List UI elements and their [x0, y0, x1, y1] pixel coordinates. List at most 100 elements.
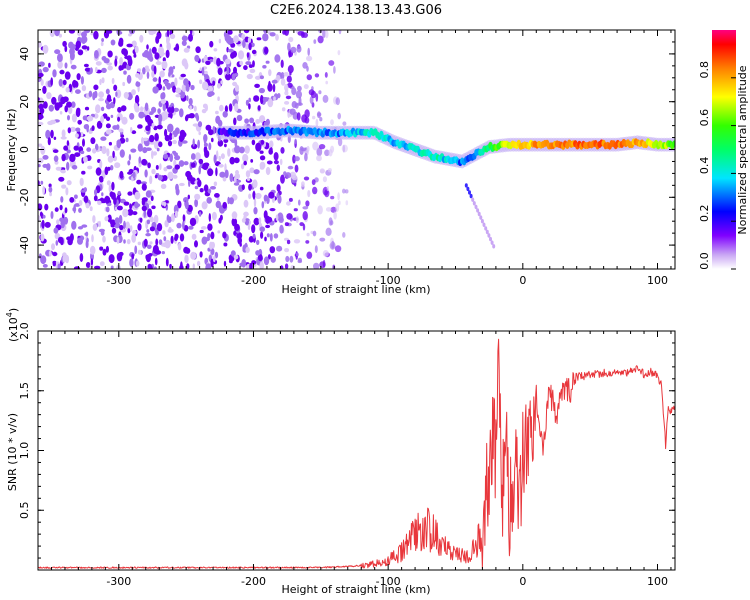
- snr-y-label: SNR (10 * v/v): [6, 413, 19, 491]
- spectrogram-noise-cell: [154, 250, 162, 255]
- spectrogram-noise-cell: [243, 160, 247, 166]
- spectrogram-noise-cell: [108, 141, 112, 146]
- spectrogram-noise-cell: [317, 205, 323, 215]
- spectrogram-noise-cell: [156, 124, 163, 130]
- spectrogram-noise-cell: [265, 166, 271, 176]
- spectrogram-noise-cell: [326, 186, 329, 192]
- spectrogram-noise-cell: [190, 251, 197, 260]
- spectrogram-noise-cell: [255, 119, 261, 124]
- spectrogram-noise-cell: [132, 230, 137, 235]
- spectrogram-x-label: Height of straight line (km): [281, 283, 430, 296]
- snr-scale-exponent: 4: [5, 312, 14, 317]
- spectrogram-tail-cell: [492, 244, 496, 249]
- spectrogram-noise-cell: [198, 211, 202, 217]
- spectrogram-noise-cell: [247, 177, 250, 181]
- spectrogram-noise-cell: [244, 118, 250, 124]
- spectrogram-noise-cell: [40, 145, 46, 155]
- snr-x-tick-label: 100: [647, 575, 668, 588]
- spectrogram-noise-cell: [86, 147, 92, 152]
- spectrogram-noise-cell: [83, 63, 89, 68]
- spectrogram-noise-cell: [111, 77, 115, 85]
- spectrogram-noise-cell: [119, 57, 123, 66]
- spectrogram-noise-cell: [39, 211, 43, 217]
- spectrogram-noise-cell: [141, 205, 147, 212]
- spectrogram-noise-cell: [81, 170, 86, 175]
- spectrogram-noise-cell: [38, 203, 41, 210]
- spectrogram-noise-cell: [333, 66, 336, 74]
- spectrogram-noise-cell: [90, 32, 94, 36]
- spectrogram-noise-cell: [127, 57, 133, 67]
- spectrogram-noise-cell: [71, 165, 78, 170]
- spectrogram-noise-cell: [162, 153, 169, 160]
- spectrogram-noise-cell: [312, 230, 317, 237]
- spectrogram-noise-cell: [222, 201, 227, 209]
- spectrogram-noise-cell: [77, 119, 82, 125]
- spectrogram-noise-cell: [98, 98, 104, 102]
- spectrogram-noise-cell: [59, 204, 63, 211]
- spectrogram-noise-cell: [63, 145, 69, 151]
- spectrogram-noise-cell: [289, 255, 294, 263]
- spectrogram-noise-cell: [233, 117, 237, 126]
- spectrogram-noise-cell: [203, 237, 210, 242]
- spectrogram-noise-cell: [257, 254, 263, 262]
- spectrogram-noise-cell: [234, 84, 240, 92]
- spectrogram-noise-cell: [86, 124, 89, 133]
- spectrogram-noise-cell: [65, 87, 70, 93]
- spectrogram-noise-cell: [54, 102, 60, 111]
- spectrogram-noise-cell: [330, 220, 334, 226]
- spectrogram-x-ticks: -300 -200 -100 0 100: [37, 30, 672, 287]
- spectrogram-noise-cell: [273, 152, 279, 161]
- spectrogram-noise-cell: [325, 227, 332, 236]
- spectrogram-noise-cell: [134, 45, 139, 54]
- spectrogram-noise-cell: [42, 264, 48, 268]
- spectrogram-noise-cell: [239, 146, 245, 154]
- spectrogram-noise-cell: [250, 159, 254, 163]
- spectrogram-noise-cell: [189, 217, 197, 227]
- spectrogram-noise-cell: [245, 61, 252, 66]
- spectrogram-noise-cell: [71, 44, 76, 50]
- spectrogram-noise-cell: [153, 65, 157, 75]
- spectrogram-noise-cell: [256, 37, 262, 41]
- spectrogram-noise-cell: [151, 46, 157, 54]
- spectrogram-noise-cell: [101, 106, 105, 112]
- spectrogram-noise-cell: [146, 71, 150, 80]
- spectrogram-noise-cell: [285, 95, 292, 100]
- spectrogram-noise-cell: [129, 225, 133, 232]
- spectrogram-noise-cell: [173, 107, 179, 112]
- spectrogram-noise-cell: [209, 40, 214, 48]
- snr-x-ticks: -300 -200 -100 0 100: [37, 331, 672, 588]
- spectrogram-noise-cell: [69, 233, 74, 242]
- spectrogram-noise-cell: [46, 92, 52, 100]
- spectrogram-noise-cell: [44, 203, 49, 211]
- spectrogram-tail-cell: [485, 229, 489, 235]
- spectrogram-noise-cell: [322, 176, 327, 183]
- spectrogram-noise-cell: [284, 248, 290, 253]
- spectrogram-noise-cell: [260, 231, 264, 239]
- spectrogram-noise-cell: [145, 190, 152, 198]
- spectrogram-noise-cell: [270, 256, 276, 263]
- spectrogram-noise-cell: [322, 94, 329, 103]
- snr-y-tick-label: 1.0: [18, 442, 31, 460]
- spectrogram-noise-cell: [126, 43, 133, 48]
- spectrogram-y-tick-label: -20: [18, 188, 31, 206]
- spectrogram-noise-cell: [251, 139, 256, 146]
- spectrogram-noise-cell: [140, 106, 144, 112]
- spectrogram-noise-cell: [119, 224, 124, 231]
- spectrogram-noise-cell: [304, 153, 308, 162]
- spectrogram-noise-cell: [145, 233, 151, 237]
- spectrogram-noise-cell: [151, 205, 156, 210]
- spectrogram-noise-cell: [59, 111, 63, 115]
- spectrogram-noise-cell: [322, 250, 329, 257]
- spectrogram-noise-cell: [223, 242, 228, 247]
- spectrogram-noise-cell: [150, 195, 154, 202]
- spectrogram-noise-cell: [135, 81, 141, 87]
- spectrogram-noise-cell: [205, 263, 212, 269]
- spectrogram-noise-cell: [252, 233, 256, 239]
- spectrogram-y-tick-label: 40: [18, 47, 31, 61]
- spectrogram-noise-cell: [159, 50, 165, 57]
- spectrogram-noise-cell: [294, 138, 297, 145]
- spectrogram-noise-cell: [42, 214, 46, 219]
- spectrogram-noise-cell: [306, 251, 313, 259]
- spectrogram-noise-cell: [129, 203, 133, 210]
- spectrogram-noise-cell: [253, 169, 260, 175]
